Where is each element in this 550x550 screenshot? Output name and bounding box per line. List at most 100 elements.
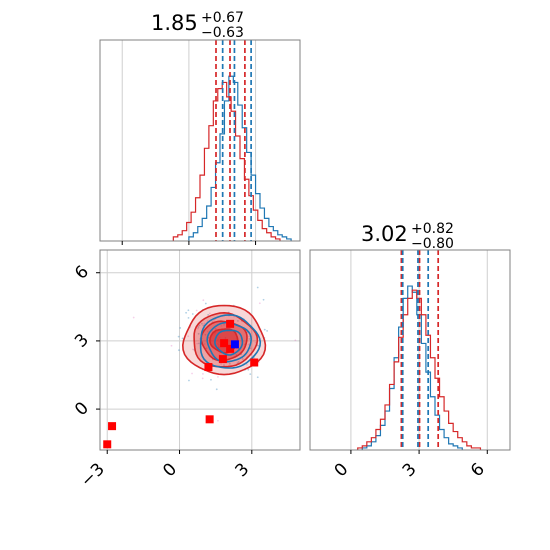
sample-point <box>187 316 190 319</box>
red-marker <box>204 363 213 372</box>
sample-point <box>191 313 194 315</box>
sample-point <box>258 302 261 305</box>
marginal-histogram-x1-title-minus: −0.63 <box>201 25 244 41</box>
sample-point <box>266 330 268 332</box>
sample-point <box>205 347 208 350</box>
x-tick-label: 0 <box>159 459 181 481</box>
sample-point <box>220 363 223 365</box>
sample-point <box>256 376 259 379</box>
sample-point <box>223 324 225 326</box>
sample-point <box>208 312 211 315</box>
x-tick-label: 3 <box>232 459 254 481</box>
marginal-histogram-x2: 0 3 6 3.02 +0.82 −0.80 <box>309 221 511 481</box>
sample-point <box>248 338 251 340</box>
sample-point <box>250 354 253 357</box>
x-tick-label: 3 <box>399 459 421 481</box>
x-tick-label: −3 <box>77 459 109 491</box>
histogram-series-blue <box>361 285 463 450</box>
sample-point <box>191 372 193 375</box>
red-marker <box>226 344 235 353</box>
histogram-series-blue <box>188 75 292 241</box>
joint-scatter-plot: −3 0 3 0 3 6 <box>71 249 301 491</box>
sample-point <box>214 327 217 330</box>
sample-point <box>204 302 207 305</box>
marginal-histogram-x2-title-value: 3.02 <box>361 222 408 246</box>
sample-point <box>198 342 200 345</box>
sample-point <box>195 309 198 312</box>
marginal-histogram-x1-title-value: 1.85 <box>151 11 198 35</box>
sample-point <box>228 362 231 365</box>
sample-point <box>247 368 250 371</box>
sample-point <box>179 327 182 329</box>
sample-point <box>223 364 225 367</box>
marginal-histogram-x1-title-plus: +0.67 <box>201 10 244 26</box>
sample-point <box>201 377 204 380</box>
sample-point <box>177 335 180 338</box>
sample-point <box>248 335 250 338</box>
sample-point <box>262 298 265 301</box>
sample-point <box>207 314 210 316</box>
marginal-histogram-x2-title-minus: −0.80 <box>411 236 454 252</box>
red-marker <box>218 355 227 364</box>
sample-point <box>241 358 244 360</box>
sample-point <box>203 343 206 345</box>
contour-blue <box>199 314 262 369</box>
contour-blue <box>206 321 253 363</box>
histogram-series-red <box>357 289 482 450</box>
sample-point <box>217 419 219 422</box>
blue-marker <box>230 340 239 349</box>
sample-point <box>187 309 190 312</box>
sample-point <box>237 319 239 322</box>
sample-point <box>237 361 240 363</box>
histogram-series-red <box>172 81 281 241</box>
sample-point <box>254 341 257 344</box>
sample-point <box>177 349 180 352</box>
red-marker <box>226 319 235 328</box>
marginal-histogram-x1-frame <box>99 39 301 242</box>
sample-point <box>196 342 199 345</box>
sample-point <box>263 328 266 331</box>
sample-point <box>218 353 221 356</box>
sample-point <box>203 322 206 325</box>
sample-point <box>170 344 173 347</box>
red-marker <box>108 422 117 431</box>
marginal-histogram-x2-title-plus: +0.82 <box>411 221 454 237</box>
y-tick-label: 0 <box>71 398 93 420</box>
sample-point <box>256 286 259 289</box>
sample-point <box>192 348 194 351</box>
sample-point <box>185 311 188 314</box>
sample-point <box>212 320 215 323</box>
x-tick-label: 6 <box>467 459 489 481</box>
sample-point <box>220 325 223 327</box>
red-marker <box>220 339 229 348</box>
sample-point <box>206 330 209 333</box>
sample-point <box>249 373 252 376</box>
red-marker <box>205 415 214 424</box>
red-marker <box>250 358 259 367</box>
sample-point <box>245 363 248 366</box>
sample-point <box>294 339 297 342</box>
contour-blue <box>214 329 244 356</box>
joint-scatter-plot-frame <box>99 249 301 451</box>
sample-point <box>198 324 201 327</box>
sample-point <box>181 337 184 340</box>
y-tick-label: 3 <box>71 330 93 352</box>
sample-point <box>201 322 203 325</box>
red-marker <box>103 440 112 449</box>
marginal-histogram-x2-frame <box>309 249 511 451</box>
sample-point <box>197 332 200 335</box>
sample-point <box>247 343 250 346</box>
sample-point <box>202 299 205 302</box>
y-tick-label: 6 <box>71 262 93 284</box>
sample-point <box>187 335 190 338</box>
sample-point <box>202 372 204 375</box>
x-tick-label: 0 <box>331 459 353 481</box>
sample-point <box>197 327 199 330</box>
sample-point <box>210 378 212 381</box>
sample-point <box>204 333 207 336</box>
sample-point <box>188 379 190 382</box>
sample-point <box>132 316 135 319</box>
sample-point <box>197 326 200 328</box>
marginal-histogram-x1: 1.85 +0.67 −0.63 <box>99 10 301 245</box>
